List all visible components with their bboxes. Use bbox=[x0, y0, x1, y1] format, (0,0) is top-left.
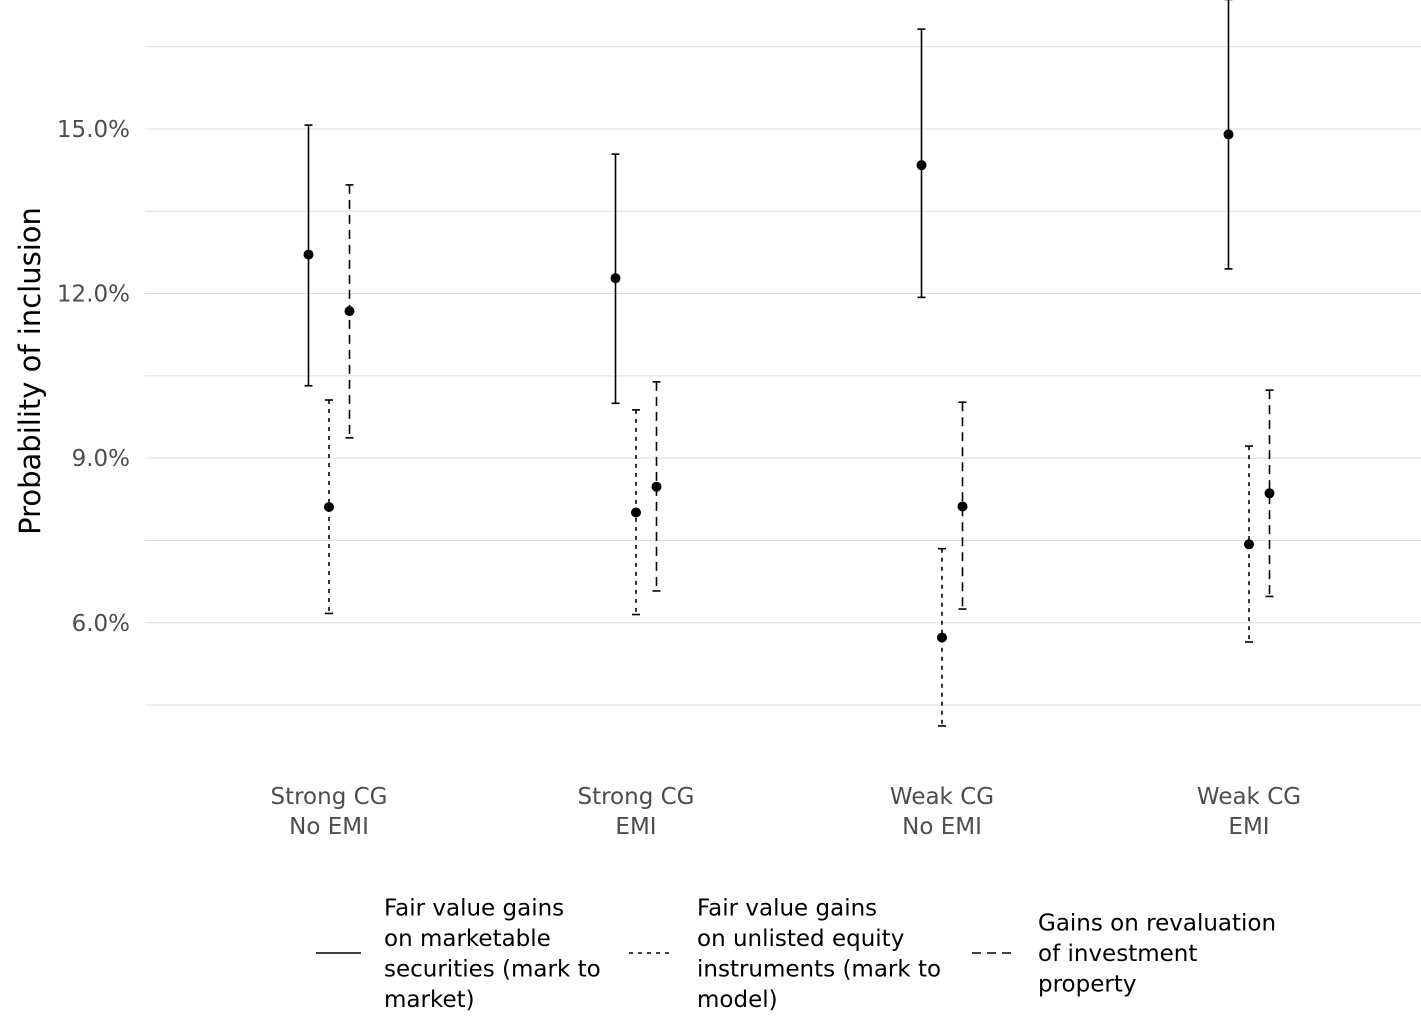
legend-label: market) bbox=[384, 987, 475, 1013]
y-tick-labels: 6.0% 9.0% 12.0% 15.0% bbox=[57, 117, 130, 637]
legend-label: on unlisted equity bbox=[697, 926, 904, 952]
grid-lines bbox=[145, 46, 1421, 706]
x-category-label: No EMI bbox=[902, 814, 982, 840]
estimate-point bbox=[1264, 488, 1275, 499]
x-category-label: No EMI bbox=[289, 814, 369, 840]
x-category-label: Strong CG bbox=[577, 784, 694, 810]
legend: Fair value gains on marketable securities … bbox=[316, 895, 1276, 1013]
x-category-label: Weak CG bbox=[1197, 784, 1301, 810]
estimate-point bbox=[1244, 539, 1254, 550]
estimate-point bbox=[937, 632, 947, 643]
legend-label: securities (mark to bbox=[384, 956, 601, 982]
estimate-point bbox=[1223, 129, 1234, 140]
estimate-point bbox=[957, 501, 968, 512]
y-tick-label: 9.0% bbox=[72, 446, 130, 472]
estimate-point bbox=[651, 481, 662, 492]
legend-label: Gains on revaluation bbox=[1038, 911, 1276, 937]
legend-label: model) bbox=[697, 987, 778, 1013]
y-tick-label: 12.0% bbox=[57, 282, 130, 308]
legend-label: instruments (mark to bbox=[697, 956, 941, 982]
x-category-labels: Strong CG No EMI Strong CG EMI Weak CG No EMI… bbox=[270, 784, 1301, 840]
y-tick-label: 15.0% bbox=[57, 117, 130, 143]
estimate-point bbox=[344, 306, 355, 317]
legend-label: property bbox=[1038, 972, 1136, 998]
legend-label: Fair value gains bbox=[384, 895, 564, 921]
x-category-label: EMI bbox=[615, 814, 656, 840]
legend-label: Fair value gains bbox=[697, 895, 877, 921]
estimate-point bbox=[916, 160, 927, 171]
estimate-point bbox=[324, 501, 334, 512]
x-category-label: Weak CG bbox=[890, 784, 994, 810]
estimate-point bbox=[610, 273, 621, 284]
estimate-point bbox=[631, 507, 641, 518]
y-tick-label: 6.0% bbox=[72, 611, 130, 637]
estimate-point bbox=[303, 249, 314, 260]
y-axis-title: Probability of inclusion bbox=[13, 207, 47, 535]
legend-label: on marketable bbox=[384, 926, 551, 952]
error-bars bbox=[303, 0, 1275, 727]
x-category-label: EMI bbox=[1228, 814, 1269, 840]
x-category-label: Strong CG bbox=[270, 784, 387, 810]
legend-label: of investment bbox=[1038, 941, 1197, 967]
